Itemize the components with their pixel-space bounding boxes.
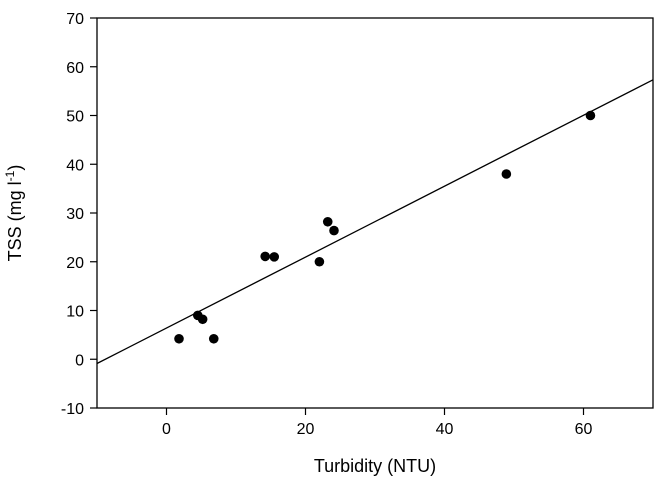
data-point — [269, 252, 280, 262]
x-tick-label: 20 — [297, 421, 315, 438]
data-point — [208, 333, 219, 344]
plot-area-frame — [96, 17, 654, 409]
x-axis-title: Turbidity (NTU) — [314, 456, 436, 476]
y-tick-label: 20 — [66, 255, 84, 272]
x-axis-ticks: 0 20 40 60 — [162, 408, 593, 438]
data-point — [329, 225, 339, 236]
y-tick-label: 30 — [66, 206, 84, 223]
y-tick-label: 40 — [66, 157, 84, 174]
data-point — [585, 110, 596, 121]
x-tick-label: 40 — [436, 421, 454, 438]
y-axis-title-main: TSS (mg l — [5, 181, 25, 261]
regression-line — [96, 79, 654, 365]
y-axis-title-superscript: -1 — [3, 170, 17, 181]
regression-line-layer — [96, 79, 654, 365]
data-point — [322, 216, 333, 227]
y-axis-ticks: -10 0 10 20 30 40 50 60 70 — [61, 11, 97, 418]
data-point — [501, 169, 512, 179]
y-tick-label: 70 — [66, 11, 84, 28]
x-tick-label: 0 — [162, 421, 171, 438]
data-point — [174, 333, 184, 344]
y-tick-label: 50 — [66, 109, 84, 126]
data-point — [260, 251, 270, 262]
y-axis-title-tail: ) — [5, 165, 25, 171]
data-point — [197, 314, 208, 325]
x-tick-label: 60 — [575, 421, 593, 438]
y-axis-title: TSS (mg l-1) — [3, 165, 25, 262]
y-tick-label: 0 — [75, 352, 84, 369]
y-tick-label: 60 — [66, 60, 84, 77]
y-tick-label: 10 — [66, 304, 84, 321]
data-point — [314, 256, 325, 267]
data-points-layer — [174, 110, 596, 344]
y-tick-label: -10 — [61, 401, 84, 418]
